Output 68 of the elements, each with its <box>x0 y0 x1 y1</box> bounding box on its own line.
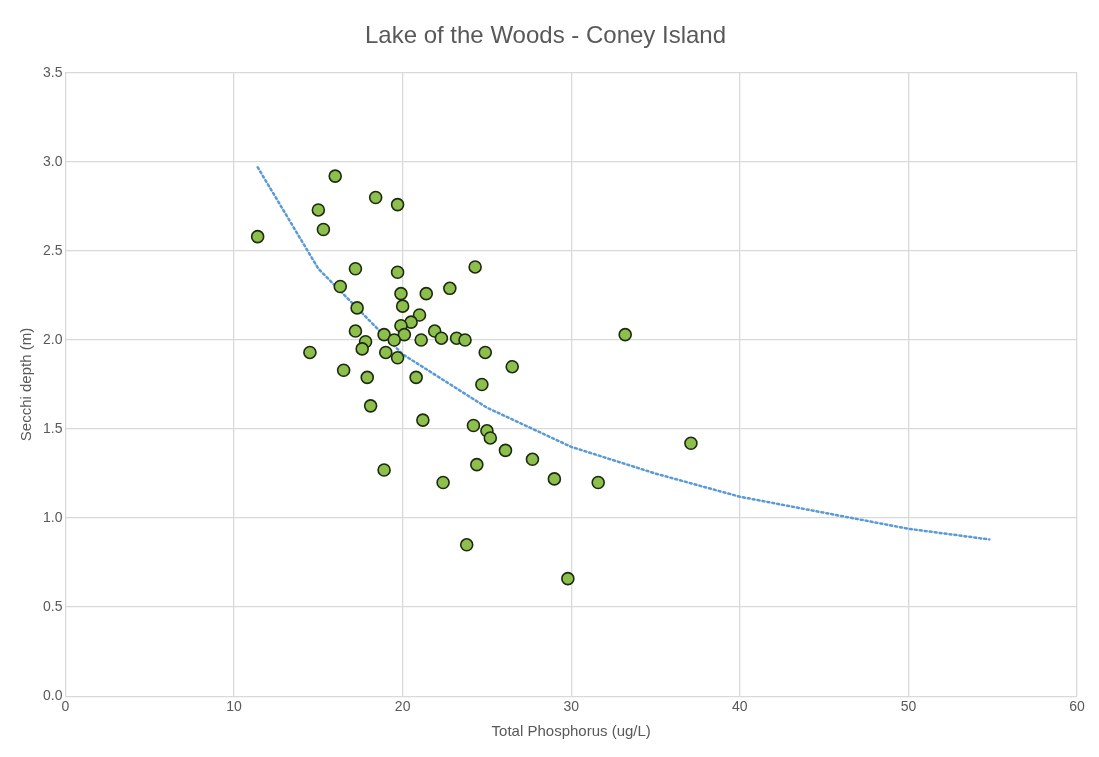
point <box>466 418 481 433</box>
x-tick-label: 0 <box>61 698 70 715</box>
y-tick-label: 0.0 <box>42 687 63 704</box>
y-tick-label: 3.0 <box>42 152 63 169</box>
x-axis-title: Total Phosphorus (ug/L) <box>491 722 651 740</box>
y-axis-title: Secchi depth (m) <box>17 327 35 442</box>
x-tick-label: 30 <box>563 698 580 715</box>
point <box>348 324 363 338</box>
x-tick-label: 10 <box>226 698 243 715</box>
point <box>618 327 632 342</box>
point <box>333 279 348 294</box>
point <box>443 281 457 296</box>
point <box>397 327 412 342</box>
point <box>250 229 265 244</box>
point <box>390 265 405 280</box>
point <box>377 327 391 342</box>
y-tick-label: 2.5 <box>42 241 63 258</box>
point <box>468 260 482 274</box>
y-tick-label: 1.5 <box>42 419 63 436</box>
point <box>377 463 391 477</box>
point <box>368 190 383 205</box>
point <box>412 308 427 322</box>
point <box>404 315 418 329</box>
x-tick-label: 60 <box>1069 698 1085 715</box>
point <box>390 197 405 212</box>
point <box>458 333 472 347</box>
point <box>684 436 698 451</box>
point <box>470 457 484 472</box>
point <box>390 350 405 365</box>
point <box>498 443 513 458</box>
point <box>387 333 402 347</box>
x-tick-label: 50 <box>900 698 917 715</box>
point <box>591 475 606 490</box>
point <box>303 345 317 360</box>
point <box>478 345 493 360</box>
point <box>409 370 423 385</box>
point <box>416 413 430 427</box>
point <box>434 331 449 345</box>
y-tick-label: 0.5 <box>42 598 63 614</box>
point <box>378 345 393 360</box>
point <box>355 342 369 356</box>
point <box>561 571 575 586</box>
point <box>316 222 331 237</box>
y-tick-label: 1.0 <box>42 508 63 525</box>
point <box>350 301 364 315</box>
point <box>360 370 375 385</box>
point <box>525 452 540 467</box>
point <box>336 363 351 378</box>
point <box>419 286 434 301</box>
point <box>459 538 474 552</box>
y-tick-label: 2.0 <box>42 330 63 347</box>
point <box>311 203 326 217</box>
x-tick-label: 40 <box>732 698 748 715</box>
x-tick-label: 20 <box>394 698 411 715</box>
point <box>475 377 489 392</box>
point <box>328 169 343 183</box>
point <box>414 333 428 347</box>
point <box>348 261 363 276</box>
point <box>395 299 410 313</box>
point <box>483 431 498 445</box>
y-tick-label: 3.5 <box>42 63 63 80</box>
point <box>363 399 378 413</box>
point <box>547 472 562 486</box>
point <box>394 286 408 301</box>
line-series <box>256 165 991 541</box>
chart-title: Lake of the Woods - Coney Island <box>364 21 727 49</box>
point <box>436 475 450 490</box>
point <box>505 359 520 374</box>
